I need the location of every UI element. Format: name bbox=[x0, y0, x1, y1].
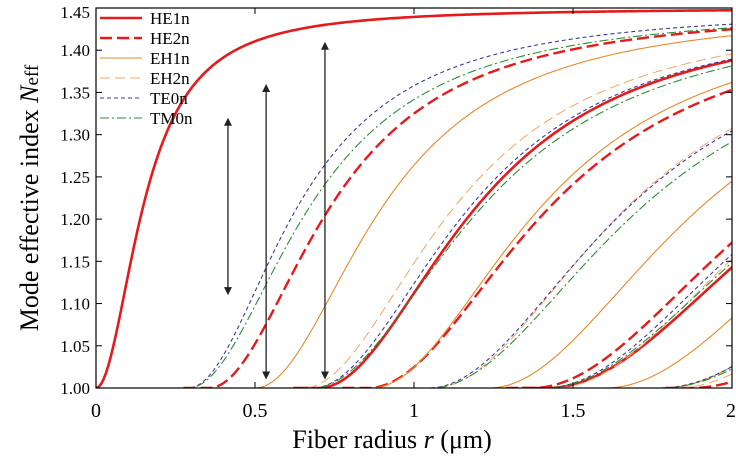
arrow-head-top-3 bbox=[320, 41, 329, 50]
series-line-tm0n-2 bbox=[286, 65, 732, 388]
legend-label-eh2n: EH2n bbox=[150, 69, 190, 88]
series-line-he1n-2 bbox=[293, 59, 732, 388]
y-tick-label: 1.05 bbox=[60, 337, 90, 356]
arrow-head-bottom-1 bbox=[223, 287, 232, 296]
series-line-tm0n-4 bbox=[518, 261, 732, 388]
series-line-he2n-2 bbox=[342, 88, 732, 388]
series-line-te0n-2 bbox=[286, 58, 732, 388]
x-tick-label: 0 bbox=[91, 400, 101, 422]
series-line-tm0n-3 bbox=[404, 141, 732, 388]
legend-label-tm0n: TM0n bbox=[150, 109, 193, 128]
x-tick-label: 1.5 bbox=[561, 400, 586, 422]
series-line-he2n-3 bbox=[505, 240, 732, 388]
y-tick-label: 1.45 bbox=[60, 3, 90, 22]
x-tick-label: 0.5 bbox=[243, 400, 268, 422]
arrow-head-top-2 bbox=[262, 84, 271, 92]
y-tick-label: 1.40 bbox=[60, 41, 90, 60]
y-tick-label: 1.00 bbox=[60, 379, 90, 398]
arrow-head-top-1 bbox=[223, 117, 232, 126]
x-axis-label: Fiber radius r (μm) bbox=[292, 425, 492, 454]
series-line-he2n-1 bbox=[183, 28, 732, 388]
series-line-tm0n-1 bbox=[162, 27, 732, 388]
x-tick-label: 2 bbox=[726, 400, 736, 422]
arrows-layer bbox=[223, 41, 329, 380]
arrow-head-bottom-3 bbox=[320, 371, 329, 380]
curves-layer bbox=[96, 8, 732, 388]
series-line-te0n-5 bbox=[633, 365, 732, 388]
arrow-head-bottom-2 bbox=[262, 371, 271, 380]
series-line-eh1n-3 bbox=[463, 180, 732, 388]
y-tick-label: 1.30 bbox=[60, 126, 90, 145]
legend-label-te0n: TE0n bbox=[150, 89, 188, 108]
y-tick-label: 1.10 bbox=[60, 295, 90, 314]
series-line-te0n-3 bbox=[402, 130, 732, 388]
series-line-eh2n-4 bbox=[649, 373, 732, 388]
series-line-eh2n-1 bbox=[277, 53, 732, 388]
series-line-tm0n-5 bbox=[634, 368, 732, 388]
series-line-he1n-1 bbox=[96, 8, 732, 388]
series-line-eh2n-3 bbox=[528, 258, 732, 388]
y-axis-label: Mode effective index Neff bbox=[15, 64, 44, 331]
y-tick-label: 1.35 bbox=[60, 83, 90, 102]
y-tick-label: 1.25 bbox=[60, 168, 90, 187]
ticks-layer: 0 0.5 1 1.5 2 1.00 1.05 1.10 1.15 1.20 1.25 1.30 1.3… bbox=[60, 3, 736, 422]
y-tick-label: 1.20 bbox=[60, 210, 90, 229]
legend-label-eh1n: EH1n bbox=[150, 49, 190, 68]
series-line-eh1n-2 bbox=[345, 81, 732, 388]
x-tick-label: 1 bbox=[409, 400, 419, 422]
legend-label-he1n: HE1n bbox=[150, 9, 190, 28]
legend-label-he2n: HE2n bbox=[150, 29, 190, 48]
series-line-te0n-1 bbox=[162, 23, 732, 388]
series-line-eh2n-2 bbox=[407, 127, 732, 388]
y-tick-label: 1.15 bbox=[60, 252, 90, 271]
series-line-eh1n-1 bbox=[229, 35, 732, 388]
